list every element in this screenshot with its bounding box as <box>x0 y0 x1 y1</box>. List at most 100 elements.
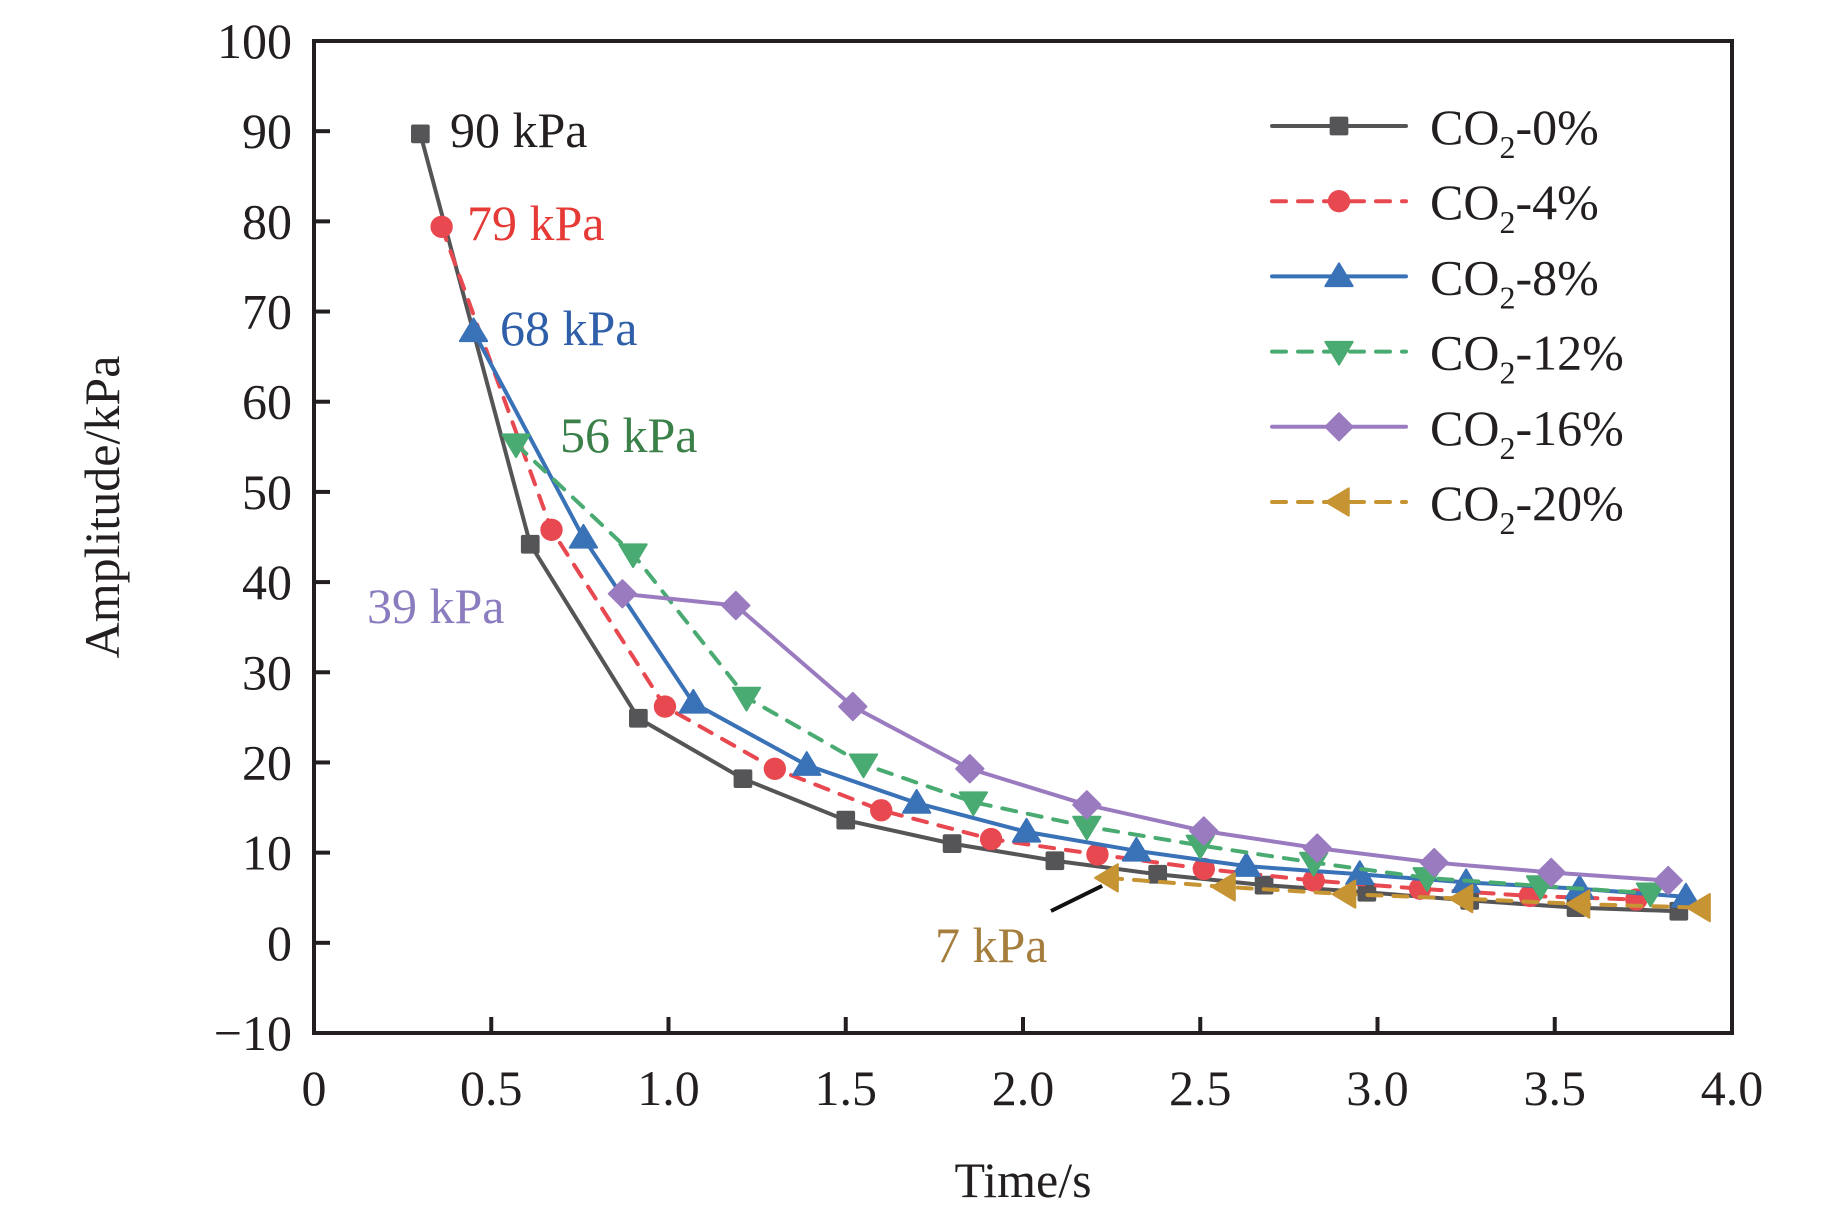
series-line-co2-8 <box>471 329 1688 899</box>
annotation-label: 79 kPa <box>467 195 605 251</box>
series-line-co2-4 <box>439 224 1639 902</box>
data-point-co2-0 <box>520 534 540 554</box>
data-point-co2-4 <box>979 827 1003 851</box>
data-point-co2-8 <box>1011 817 1042 843</box>
legend-marker <box>1324 412 1354 442</box>
legend-label: CO2-16% <box>1430 400 1624 466</box>
data-point-co2-16 <box>721 590 751 621</box>
data-point-co2-4 <box>430 215 453 238</box>
data-point-co2-0 <box>410 124 430 144</box>
data-point-co2-12 <box>501 433 531 459</box>
series-line-co2-20 <box>1106 875 1703 910</box>
legend-marker <box>1325 487 1350 517</box>
data-point-co2-0 <box>1254 875 1274 895</box>
y-tick-label: 100 <box>217 13 292 69</box>
annotation-label: 56 kPa <box>560 407 698 463</box>
legend-label: CO2-20% <box>1430 475 1624 541</box>
annotation-label: 68 kPa <box>500 300 638 356</box>
legend-marker <box>1329 116 1349 136</box>
series-co2-4 <box>430 215 1648 911</box>
x-tick-label: 2.5 <box>1169 1060 1232 1116</box>
data-point-co2-4 <box>763 757 787 780</box>
x-tick-label: 4.0 <box>1701 1060 1764 1116</box>
annotation-leader-line <box>1050 884 1103 913</box>
data-point-co2-0 <box>1045 851 1065 871</box>
x-tick-label: 2.0 <box>992 1060 1055 1116</box>
data-point-co2-16 <box>838 691 868 722</box>
y-tick-label: 80 <box>242 193 292 249</box>
data-point-co2-0 <box>1148 864 1168 884</box>
legend-marker <box>1324 340 1354 366</box>
data-point-co2-16 <box>607 579 638 609</box>
legend-item-co2-12: CO2-12% <box>1270 325 1624 391</box>
data-point-co2-4 <box>540 518 563 541</box>
data-point-co2-20 <box>1211 872 1236 902</box>
data-point-co2-12 <box>848 753 879 779</box>
y-tick-label: 10 <box>242 825 292 881</box>
legend-label: CO2-0% <box>1430 99 1599 165</box>
legend-item-co2-4: CO2-4% <box>1270 174 1599 240</box>
data-point-co2-8 <box>792 751 822 776</box>
legend-label: CO2-4% <box>1430 174 1599 240</box>
y-tick-label: −10 <box>214 1005 292 1061</box>
data-point-co2-8 <box>678 688 708 714</box>
data-point-co2-16 <box>1653 865 1683 896</box>
x-tick-label: 0.5 <box>460 1060 523 1116</box>
y-tick-label: 20 <box>242 734 292 790</box>
data-point-co2-20 <box>1565 889 1591 919</box>
series-co2-20 <box>1094 863 1711 923</box>
data-point-co2-4 <box>1302 869 1325 892</box>
x-tick-label: 0 <box>302 1060 327 1116</box>
y-tick-label: 0 <box>267 915 292 971</box>
y-tick-label: 40 <box>242 554 292 610</box>
series-co2-16 <box>607 579 1683 896</box>
data-point-co2-4 <box>870 799 893 822</box>
data-point-co2-8 <box>1231 852 1261 877</box>
series-layer <box>410 124 1711 923</box>
y-tick-label: 60 <box>242 374 292 430</box>
legend-item-co2-20: CO2-20% <box>1270 475 1624 541</box>
data-point-co2-12 <box>958 791 989 817</box>
ticks-layer: 0 0.5 1.0 1.5 2.0 2.5 3.0 3.5 4.0−10010203040506… <box>214 13 1763 1116</box>
legend-label: CO2-8% <box>1430 249 1599 315</box>
legend-item-co2-16: CO2-16% <box>1270 400 1624 466</box>
data-point-co2-12 <box>731 686 762 712</box>
data-point-co2-8 <box>568 523 599 549</box>
data-point-co2-20 <box>1448 883 1474 914</box>
x-tick-label: 3.5 <box>1524 1060 1587 1116</box>
data-point-co2-0 <box>836 810 856 830</box>
x-tick-label: 3.0 <box>1346 1060 1409 1116</box>
data-point-co2-12 <box>1072 815 1102 841</box>
legend-marker <box>1324 262 1354 288</box>
data-point-co2-20 <box>1331 879 1357 909</box>
x-tick-label: 1.5 <box>815 1060 878 1116</box>
data-point-co2-4 <box>1086 843 1109 866</box>
data-point-co2-0 <box>733 769 753 789</box>
annotation-label: 90 kPa <box>450 102 588 158</box>
y-tick-label: 30 <box>242 644 292 700</box>
data-point-co2-16 <box>1302 833 1332 863</box>
data-point-co2-8 <box>1121 836 1152 862</box>
x-tick-label: 1.0 <box>637 1060 700 1116</box>
legend: CO2-0% CO2-4% CO2-8% CO2-12% CO2-16% CO2-20% <box>1270 99 1624 541</box>
y-tick-label: 50 <box>242 464 292 520</box>
legend-item-co2-8: CO2-8% <box>1270 249 1599 315</box>
data-point-co2-8 <box>902 789 932 814</box>
data-point-co2-12 <box>1635 882 1666 908</box>
data-point-co2-12 <box>618 543 648 569</box>
data-point-co2-20 <box>1094 863 1119 893</box>
data-point-co2-8 <box>458 317 489 343</box>
data-point-co2-16 <box>1536 857 1566 888</box>
data-point-co2-20 <box>1686 892 1711 923</box>
y-tick-label: 70 <box>242 284 292 340</box>
y-tick-label: 90 <box>242 103 292 159</box>
data-point-co2-16 <box>955 754 985 784</box>
data-point-co2-16 <box>1072 790 1102 820</box>
data-point-co2-0 <box>942 834 962 853</box>
legend-item-co2-0: CO2-0% <box>1270 99 1599 165</box>
annotation-label: 7 kPa <box>935 917 1048 973</box>
annotation-layer: 90 kPa 79 kPa 68 kPa 56 kPa 39 kPa 7 kPa <box>367 102 1103 973</box>
data-point-co2-8 <box>1345 860 1375 886</box>
data-point-co2-4 <box>653 695 677 718</box>
